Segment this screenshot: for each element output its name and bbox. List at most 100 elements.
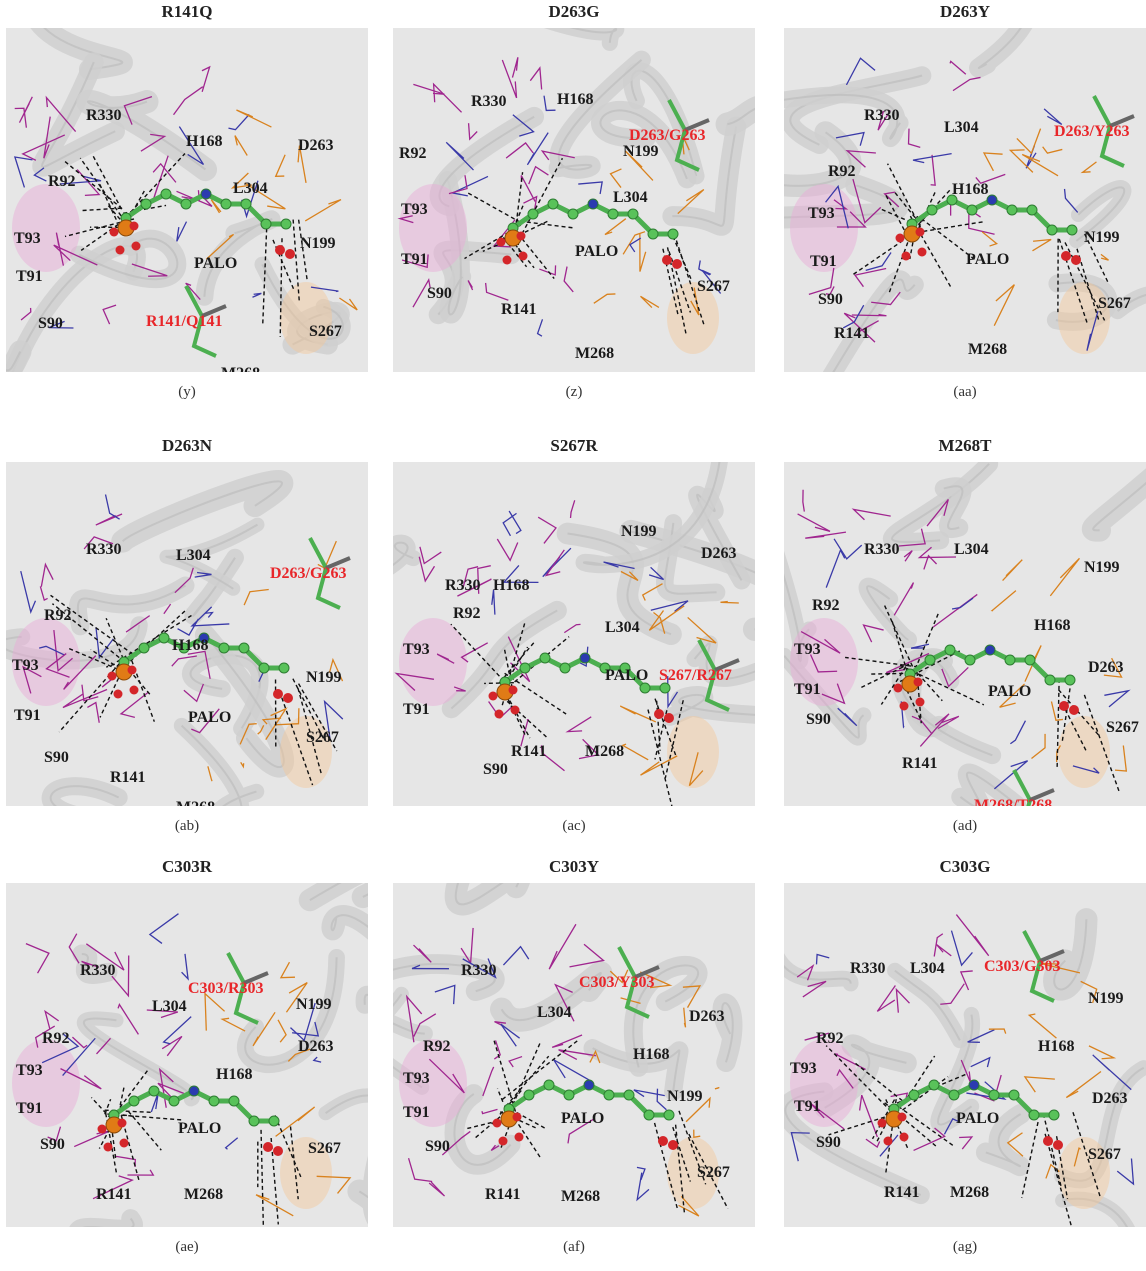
residue-label: T91 xyxy=(401,251,428,268)
residue-label: R330 xyxy=(80,962,116,979)
protein-ribbons xyxy=(428,28,755,325)
panel-title: D263N xyxy=(161,436,213,455)
residue-label: L304 xyxy=(537,1004,572,1021)
mutation-label: D263/G263 xyxy=(270,565,346,582)
residue-label: S90 xyxy=(427,285,452,302)
mutation-label: C303/G303 xyxy=(984,958,1060,975)
residue-label: R330 xyxy=(86,107,122,124)
residue-label: R141 xyxy=(884,1184,920,1201)
residue-label: S267 xyxy=(309,323,342,340)
residue-labels: R330 H168 N199 R92 L304 T93 T91 PALO S267 S90 R141… xyxy=(399,91,730,362)
panel-c303g: C303G R330 L304 N199 R92 H168 T93 D263 PALO T91 S9… xyxy=(784,857,1146,1263)
residue-labels: R330 L304 N199 R92 D263 T93 H168 PALO T91 S90 S267… xyxy=(16,962,341,1203)
residue-label: PALO xyxy=(561,1110,604,1127)
residue-wires xyxy=(397,57,722,337)
residue-labels: R330 L304 N199 R92 H168 T93 D263 PALO T91 S90 S267… xyxy=(794,541,1139,772)
residue-label: L304 xyxy=(152,998,187,1015)
mutation-label: C303/Y303 xyxy=(579,974,655,991)
residue-label: N199 xyxy=(306,669,342,686)
residue-label: D263 xyxy=(298,137,334,154)
residue-label: H168 xyxy=(952,181,988,198)
residue-label: L304 xyxy=(233,180,268,197)
residue-labels: R330 H168 D263 R92 L304 T93 N199 T91 PALO S267 S90… xyxy=(14,107,342,372)
residue-label: S90 xyxy=(40,1136,65,1153)
residue-label: R92 xyxy=(453,605,481,622)
structure-render: R330 L304 R92 H168 T93 N199 T91 PALO S267 S90 R141… xyxy=(6,462,368,806)
residue-label: L304 xyxy=(605,619,640,636)
panel-title: C303G xyxy=(939,857,991,876)
residue-label: T91 xyxy=(403,1104,430,1121)
residue-label: PALO xyxy=(575,243,618,260)
residue-label: S267 xyxy=(697,278,730,295)
residue-label: PALO xyxy=(988,683,1031,700)
residue-label: M268 xyxy=(950,1184,989,1201)
residue-label: R330 xyxy=(445,577,481,594)
mutation-label: R141/Q141 xyxy=(146,313,222,330)
residue-label: R92 xyxy=(399,145,427,162)
panel-sublabel: (ac) xyxy=(562,818,586,834)
residue-label: PALO xyxy=(194,255,237,272)
residue-label: PALO xyxy=(178,1120,221,1137)
residue-label: T93 xyxy=(14,230,41,247)
residue-label: S267 xyxy=(308,1140,341,1157)
structure-svg: N199 D263 R330 H168 R92 L304 T93 PALO T91 R141 M26… xyxy=(393,462,755,806)
residue-label: S267 xyxy=(1088,1146,1121,1163)
residue-label: H168 xyxy=(216,1066,252,1083)
structure-render: R330 H168 N199 R92 L304 T93 T91 PALO S267 S90 R141… xyxy=(393,28,755,372)
residue-label: T93 xyxy=(12,657,39,674)
residue-label: R330 xyxy=(86,541,122,558)
residue-label: M268 xyxy=(561,1188,600,1205)
mutation-label: C303/R303 xyxy=(188,980,264,997)
panel-sublabel: (aa) xyxy=(953,384,977,400)
palo-ligand xyxy=(496,198,682,269)
structure-render: N199 D263 R330 H168 R92 L304 T93 PALO T91 R141 M26… xyxy=(393,462,755,806)
residue-label: L304 xyxy=(944,119,979,136)
residue-label: PALO xyxy=(188,709,231,726)
residue-label: N199 xyxy=(1088,990,1124,1007)
residue-label: R92 xyxy=(48,173,76,190)
residue-label: T93 xyxy=(401,201,428,218)
structure-render: R330 L304 N199 R92 D263 T93 H168 PALO T91 S90 S267… xyxy=(6,883,368,1227)
residue-label: N199 xyxy=(296,996,332,1013)
mutation-label: S267/R267 xyxy=(659,667,732,684)
protein-ribbons xyxy=(784,28,1146,372)
residue-label: R92 xyxy=(812,597,840,614)
residue-labels: R330 L304 R92 H168 T93 N199 T91 PALO S90 S267 R141… xyxy=(808,107,1131,358)
panel-r141q: R141Q R330 H168 D263 R92 L304 T93 N199 T91 PALO S2… xyxy=(6,2,368,408)
residue-wires xyxy=(394,500,739,787)
residue-labels: R330 L304 D263 R92 H168 T93 N199 PALO T91 S90 S267… xyxy=(403,962,730,1205)
residue-label: M268 xyxy=(221,365,260,372)
residue-label: N199 xyxy=(1084,559,1120,576)
protein-ribbons xyxy=(393,883,743,1175)
residue-label: D263 xyxy=(298,1038,334,1055)
residue-label: S90 xyxy=(425,1138,450,1155)
residue-label: H168 xyxy=(186,133,222,150)
residue-label: S267 xyxy=(306,729,339,746)
residue-label: T93 xyxy=(794,641,821,658)
structure-render: R330 L304 N199 R92 H168 T93 D263 PALO T91 S90 S267… xyxy=(784,883,1146,1227)
residue-label: M268 xyxy=(176,799,215,806)
residue-label: R141 xyxy=(485,1186,521,1203)
structure-svg: R330 L304 N199 R92 H168 T93 D263 PALO T91 S90 S267… xyxy=(784,908,1146,1227)
residue-label: T91 xyxy=(810,253,837,270)
structure-render: R330 H168 D263 R92 L304 T93 N199 T91 PALO S267 S90… xyxy=(6,28,368,372)
residue-label: S267 xyxy=(1098,295,1131,312)
residue-label: N199 xyxy=(621,523,657,540)
panel-sublabel: (ae) xyxy=(175,1239,199,1255)
panel-d263g: D263G R330 H168 N199 R92 L304 T93 T91 PALO S267 S9… xyxy=(393,2,755,408)
palo-ligand xyxy=(488,652,674,723)
residue-label: S90 xyxy=(38,315,63,332)
structure-svg: R330 L304 R92 H168 T93 N199 T91 PALO S90 S267 R141… xyxy=(784,28,1146,372)
residue-label: T93 xyxy=(808,205,835,222)
residue-label: M268 xyxy=(585,743,624,760)
structure-svg: R330 H168 N199 R92 L304 T93 T91 PALO S267 S90 R141… xyxy=(397,28,755,362)
residue-label: PALO xyxy=(966,251,1009,268)
structure-svg: R330 L304 D263 R92 H168 T93 N199 PALO T91 S90 S267… xyxy=(393,883,743,1217)
protein-ribbons xyxy=(784,908,1146,1227)
residue-labels: R330 L304 R92 H168 T93 N199 T91 PALO S267 S90 R141… xyxy=(12,541,342,806)
residue-label: T93 xyxy=(403,641,430,658)
residue-label: H168 xyxy=(493,577,529,594)
residue-label: D263 xyxy=(701,545,737,562)
residue-labels: R330 L304 N199 R92 H168 T93 D263 PALO T91 S90 S267… xyxy=(790,960,1128,1201)
